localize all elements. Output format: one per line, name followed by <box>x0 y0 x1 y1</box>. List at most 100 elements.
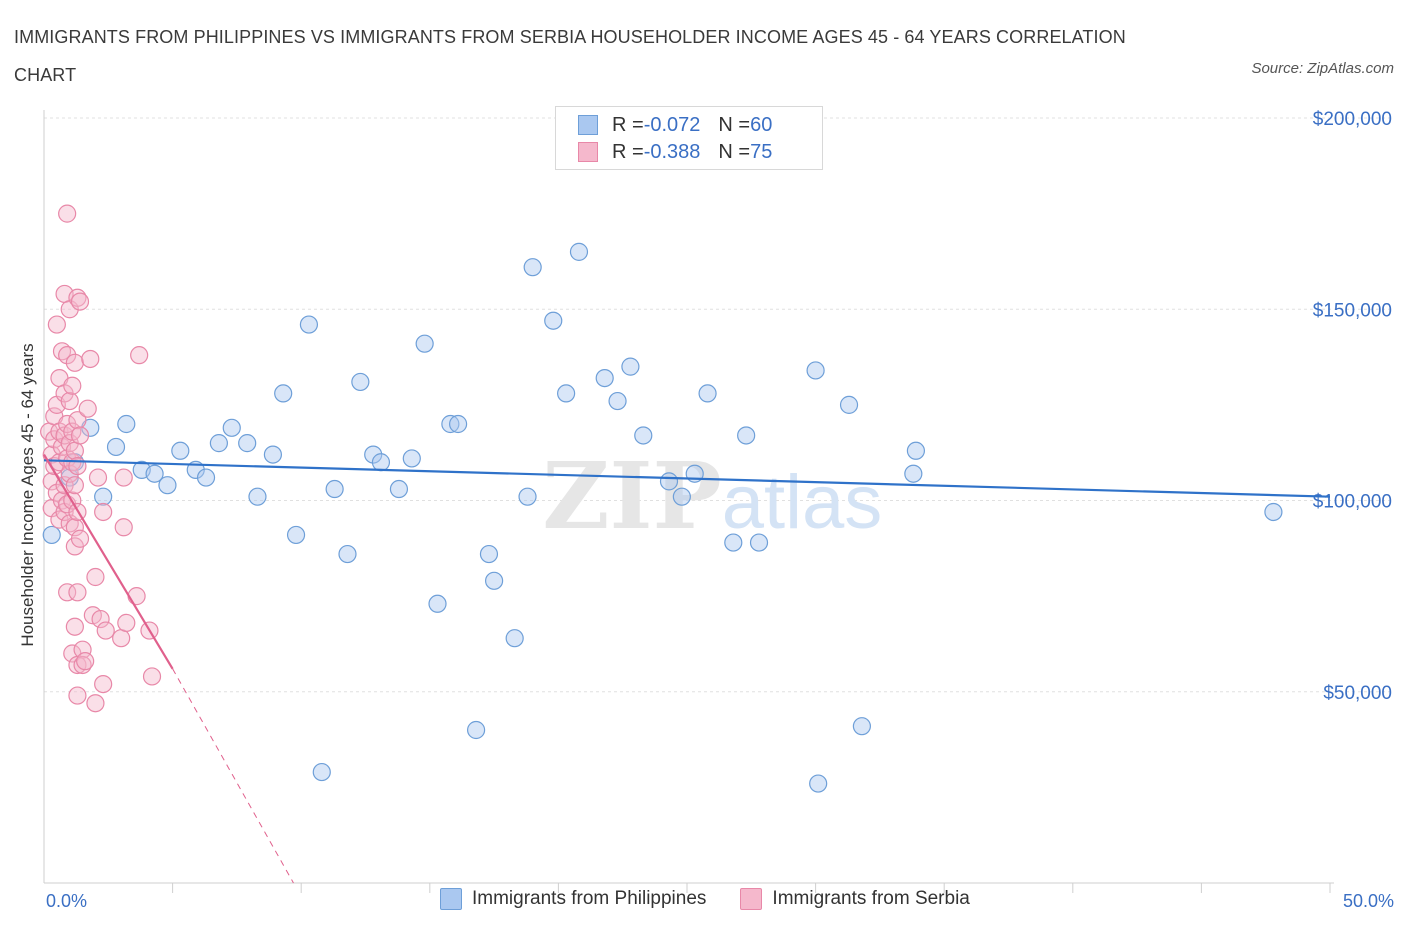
philippines-point-45 <box>634 426 653 445</box>
philippines-point-52 <box>749 533 769 552</box>
serbia-point-74 <box>142 667 162 686</box>
y-tick-labels: $50,000 $100,000 $150,000 $200,000 <box>1313 109 1392 704</box>
philippines-point-0 <box>42 525 61 545</box>
grid-lines <box>44 117 1390 693</box>
philippines-point-13 <box>209 434 228 453</box>
philippines-point-55 <box>839 395 859 414</box>
legend-item-philippines: Immigrants from Philippines <box>440 888 706 910</box>
philippines-point-28 <box>402 449 421 468</box>
philippines-point-44 <box>621 357 640 376</box>
axes <box>43 110 1334 893</box>
correlation-legend: R = -0.072 N = 60 R = -0.388 N = 75 <box>555 106 823 170</box>
philippines-point-31 <box>441 414 460 434</box>
philippines-point-53 <box>806 361 825 380</box>
philippines-point-51 <box>737 426 756 445</box>
r-value: -0.388 <box>643 140 701 163</box>
philippines-point-58 <box>906 441 926 460</box>
x-tick-label-max: 50.0% <box>1342 891 1394 911</box>
legend-label-serbia: Immigrants from Serbia <box>772 888 970 909</box>
serbia-point-22 <box>58 204 77 223</box>
philippines-point-6 <box>117 414 136 434</box>
legend-swatch-serbia <box>740 888 763 910</box>
philippines-point-19 <box>286 525 306 545</box>
philippines-point-25 <box>364 445 383 464</box>
serbia-point-39 <box>65 441 84 460</box>
legend-row-philippines: R = -0.072 N = 60 <box>578 112 772 138</box>
watermark-zip: ZIP <box>542 442 721 550</box>
chart-title: IMMIGRANTS FROM PHILIPPINES VS IMMIGRANT… <box>14 27 1126 85</box>
philippines-point-27 <box>389 479 409 499</box>
watermark-atlas: atlas <box>722 460 883 545</box>
serbia-point-7 <box>47 315 66 334</box>
serbia-point-68 <box>114 468 133 487</box>
y-tick-label-1: $100,000 <box>1313 492 1392 513</box>
philippines-point-50 <box>724 533 743 552</box>
legend-swatch-philippines <box>440 888 462 910</box>
y-tick-label-0: $50,000 <box>1323 683 1392 704</box>
serbia-trend-line <box>43 454 174 670</box>
n-value: 75 <box>750 140 773 163</box>
r-label: R = <box>612 113 644 136</box>
serbia-point-51 <box>70 292 90 311</box>
philippines-point-42 <box>595 369 614 388</box>
serbia-point-65 <box>94 674 113 694</box>
serbia-point-67 <box>112 629 131 648</box>
philippines-point-57 <box>904 464 923 483</box>
r-value: -0.072 <box>643 113 701 136</box>
y-tick-label-3: $200,000 <box>1313 109 1392 130</box>
serbia-point-31 <box>60 464 79 483</box>
serbia-point-40 <box>65 476 84 495</box>
legend-swatch-philippines <box>578 115 598 135</box>
philippines-point-59 <box>1264 502 1283 522</box>
philippines-point-22 <box>325 479 344 499</box>
philippines-point-34 <box>479 544 499 564</box>
n-label: N = <box>718 113 751 136</box>
serbia-point-33 <box>63 376 82 395</box>
serbia-point-72 <box>130 346 149 365</box>
philippines-point-39 <box>544 311 563 330</box>
philippines-point-15 <box>238 434 257 453</box>
philippines-point-20 <box>299 315 319 334</box>
serbia-point-38 <box>65 353 84 372</box>
serbia-point-64 <box>94 502 113 522</box>
philippines-point-47 <box>672 487 691 506</box>
series-serbia-points <box>40 204 162 713</box>
philippines-point-10 <box>171 441 190 460</box>
series-legend: Immigrants from Philippines Immigrants f… <box>440 888 1004 910</box>
serbia-point-50 <box>68 686 87 705</box>
n-value: 60 <box>750 113 773 136</box>
legend-label-philippines: Immigrants from Philippines <box>472 888 707 909</box>
philippines-point-35 <box>485 571 504 590</box>
philippines-point-4 <box>94 487 113 506</box>
serbia-point-71 <box>127 587 146 606</box>
philippines-point-9 <box>158 476 177 495</box>
legend-row-serbia: R = -0.388 N = 75 <box>578 139 772 165</box>
philippines-point-30 <box>428 594 447 613</box>
philippines-point-16 <box>248 487 267 506</box>
philippines-point-54 <box>809 774 828 793</box>
serbia-point-54 <box>73 640 92 659</box>
watermark: ZIP atlas <box>542 442 882 550</box>
philippines-point-40 <box>557 384 576 403</box>
serbia-point-56 <box>76 652 95 671</box>
serbia-point-58 <box>81 349 100 369</box>
philippines-point-32 <box>448 414 468 434</box>
philippines-point-46 <box>659 472 679 491</box>
serbia-point-41 <box>65 518 84 537</box>
legend-swatch-serbia <box>578 142 598 162</box>
philippines-point-14 <box>222 418 241 437</box>
philippines-point-18 <box>274 384 293 403</box>
philippines-point-37 <box>518 487 537 506</box>
serbia-trend-extension <box>172 668 294 884</box>
r-label: R = <box>612 140 644 163</box>
serbia-point-66 <box>96 621 115 640</box>
philippines-point-33 <box>466 720 486 740</box>
source-label: Source: ZipAtlas.com <box>1251 60 1394 77</box>
serbia-point-69 <box>114 518 133 537</box>
serbia-point-60 <box>86 694 105 713</box>
philippines-point-38 <box>523 258 542 277</box>
philippines-point-12 <box>196 468 216 487</box>
serbia-point-52 <box>70 426 90 445</box>
serbia-point-70 <box>117 613 136 633</box>
